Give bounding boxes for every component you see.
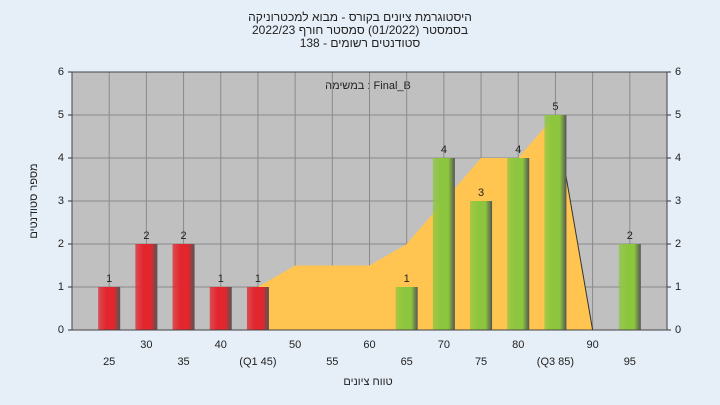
value-label: 1	[106, 273, 112, 285]
value-label: 4	[441, 144, 447, 156]
y-tick-label: 0	[58, 324, 64, 336]
y-tick-label: 1	[58, 281, 64, 293]
y-axis-label: מספר סטודנטים	[28, 163, 40, 238]
value-label: 2	[627, 230, 633, 242]
x-tick-label: 50	[289, 339, 301, 351]
y2-tick-label: 2	[675, 238, 681, 250]
x-tick-label: 25	[103, 356, 115, 368]
x-tick-label: 65	[401, 356, 413, 368]
y-tick-label: 3	[58, 195, 64, 207]
value-label: 1	[255, 273, 261, 285]
y2-tick-label: 4	[675, 152, 681, 164]
value-label: 2	[181, 230, 187, 242]
plot-border	[71, 71, 668, 331]
x-tick-label: 30	[140, 339, 152, 351]
x-tick-label: 80	[512, 339, 524, 351]
value-label: 2	[143, 230, 149, 242]
x-tick-label: 55	[326, 356, 338, 368]
bar	[507, 158, 530, 330]
y-tick-label: 4	[58, 152, 64, 164]
x-tick-label: 60	[363, 339, 375, 351]
bar	[395, 287, 418, 330]
bar	[209, 287, 232, 330]
y-tick-label: 5	[58, 109, 64, 121]
bar	[432, 158, 455, 330]
value-label: 3	[478, 187, 484, 199]
chart-title: היסטוגרמת ציונים בקורס - מבוא למכטרוניקה	[248, 10, 472, 24]
y2-tick-label: 1	[675, 281, 681, 293]
bar	[470, 201, 493, 330]
y2-tick-label: 5	[675, 109, 681, 121]
bar	[172, 244, 195, 330]
chart-subtitle: בסמסטר (01/2022) סמסטר חורף 2022/23	[252, 23, 468, 37]
value-label: 5	[552, 101, 558, 113]
annotation: במשימה : Final_B	[325, 80, 411, 92]
bar	[135, 244, 158, 330]
bar	[98, 287, 121, 330]
bar	[544, 115, 567, 330]
x-tick-label: (Q1 45)	[239, 356, 276, 368]
x-tick-label: (Q3 85)	[537, 356, 574, 368]
x-tick-label: 95	[624, 356, 636, 368]
x-axis-label: טווח ציונים	[343, 376, 392, 388]
bar	[618, 244, 641, 330]
chart-subtitle: סטודנטים רשומים - 138	[300, 36, 421, 50]
y-tick-label: 2	[58, 238, 64, 250]
x-tick-label: 90	[587, 339, 599, 351]
x-tick-label: 40	[215, 339, 227, 351]
x-tick-label: 35	[177, 356, 189, 368]
x-tick-label: 75	[475, 356, 487, 368]
value-label: 4	[515, 144, 521, 156]
value-label: 1	[218, 273, 224, 285]
y2-tick-label: 6	[675, 66, 681, 78]
y2-tick-label: 3	[675, 195, 681, 207]
value-label: 1	[404, 273, 410, 285]
x-tick-label: 70	[438, 339, 450, 351]
y2-tick-label: 0	[675, 324, 681, 336]
bar	[246, 287, 269, 330]
y-tick-label: 6	[58, 66, 64, 78]
